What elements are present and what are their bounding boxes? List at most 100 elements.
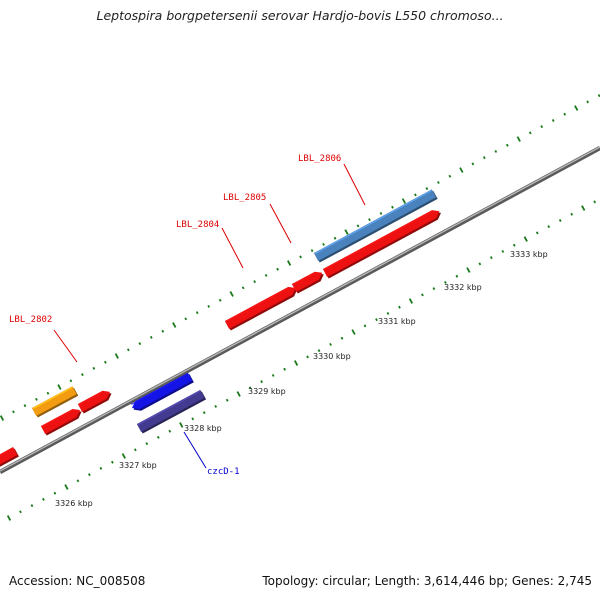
lower-ring-minor-tick <box>375 318 378 322</box>
upper-ring-minor-tick <box>184 317 188 321</box>
gene-label-LBL_2806[interactable]: LBL_2806 <box>298 154 341 164</box>
upper-ring-minor-tick <box>241 286 245 290</box>
footer-accession: Accession: NC_008508 <box>9 574 146 588</box>
lower-ring-major-tick <box>581 205 586 211</box>
upper-ring-minor-tick <box>425 187 429 191</box>
gene-label-LBL_2805[interactable]: LBL_2805 <box>223 193 266 203</box>
lower-ring-minor-tick <box>225 398 229 402</box>
upper-ring-major-tick <box>459 167 464 173</box>
lower-ring-minor-tick <box>547 225 551 229</box>
upper-ring-major-tick <box>172 322 177 328</box>
upper-ring-minor-tick <box>563 112 567 116</box>
lower-ring-major-tick <box>523 236 528 242</box>
upper-ring-minor-tick <box>310 249 314 253</box>
lower-ring-minor-tick <box>306 355 309 359</box>
gene-left-edge[interactable] <box>0 447 19 473</box>
lower-ring-major-tick <box>121 453 126 459</box>
upper-ring-minor-tick <box>551 118 555 122</box>
upper-ring-minor-tick <box>299 255 302 259</box>
upper-ring-minor-tick <box>471 162 475 166</box>
upper-ring-minor-tick <box>126 348 130 352</box>
lower-ring-minor-tick <box>386 311 390 315</box>
upper-ring-major-tick <box>0 415 5 421</box>
upper-ring-minor-tick <box>368 218 371 222</box>
upper-ring-minor-tick <box>391 205 394 209</box>
lower-ring-minor-tick <box>214 404 218 408</box>
lower-ring-minor-tick <box>133 448 137 452</box>
gene-label-czcD-1[interactable]: czcD-1 <box>207 467 240 477</box>
label-leaders <box>53 163 366 469</box>
gene-LBL_2806-red[interactable] <box>322 210 441 279</box>
gene-red-lower-1[interactable] <box>40 408 82 436</box>
lower-ring-minor-tick <box>329 342 332 346</box>
lower-ring-major-tick <box>236 391 241 397</box>
lower-ring-minor-tick <box>512 243 516 247</box>
upper-ring-major-tick <box>287 260 292 266</box>
upper-tick-ring <box>0 94 600 421</box>
lower-ring-minor-tick <box>455 274 459 278</box>
lower-ring-minor-tick <box>156 435 160 439</box>
upper-ring-minor-tick <box>505 143 509 147</box>
upper-ring-minor-tick <box>92 366 96 370</box>
lower-ring-major-tick <box>408 298 414 304</box>
upper-ring-minor-tick <box>149 335 153 339</box>
upper-ring-minor-tick <box>161 329 165 333</box>
lower-ring-minor-tick <box>363 324 367 328</box>
lower-ring-minor-tick <box>489 256 493 260</box>
lower-ring-minor-tick <box>191 417 195 421</box>
backbone <box>0 146 600 474</box>
upper-ring-minor-tick <box>528 131 532 135</box>
lower-tick-ring <box>6 200 597 521</box>
lower-ring-minor-tick <box>88 473 91 477</box>
gene-layer <box>0 189 441 473</box>
upper-ring-minor-tick <box>379 211 383 215</box>
upper-ring-minor-tick <box>494 149 498 153</box>
upper-ring-minor-tick <box>46 391 50 395</box>
lower-ring-minor-tick <box>317 349 321 353</box>
upper-ring-major-tick <box>516 136 521 142</box>
lower-ring-minor-tick <box>42 497 45 501</box>
upper-ring-minor-tick <box>437 180 440 184</box>
lower-ring-minor-tick <box>593 200 597 204</box>
map-title: Leptospira borgpetersenii serovar Hardjo… <box>96 8 504 23</box>
upper-ring-minor-tick <box>218 298 222 302</box>
upper-ring-minor-tick <box>482 156 486 160</box>
upper-ring-minor-tick <box>586 100 590 104</box>
gene-red-upper-1[interactable] <box>77 390 112 414</box>
gene-orange[interactable] <box>31 386 79 418</box>
kbp-label-3328: 3328 kbp <box>184 424 222 433</box>
gene-label-LBL_2804[interactable]: LBL_2804 <box>176 220 219 230</box>
lower-ring-major-tick <box>294 360 299 366</box>
lower-ring-minor-tick <box>283 367 286 371</box>
gene-blue[interactable] <box>130 372 194 411</box>
gene-LBL_2806[interactable] <box>313 189 438 263</box>
lower-ring-minor-tick <box>444 280 447 284</box>
lower-ring-minor-tick <box>260 380 264 384</box>
lower-ring-major-tick <box>466 267 471 273</box>
upper-ring-minor-tick <box>333 236 337 240</box>
gene-czcD-1[interactable] <box>136 389 207 434</box>
lower-ring-major-tick <box>179 422 184 428</box>
kbp-label-3326: 3326 kbp <box>55 499 93 508</box>
kbp-label-3329: 3329 kbp <box>248 387 286 396</box>
lower-ring-minor-tick <box>478 262 482 266</box>
lower-ring-minor-tick <box>19 510 22 514</box>
upper-ring-minor-tick <box>448 174 452 178</box>
lower-ring-minor-tick <box>168 429 172 433</box>
kbp-label-3333: 3333 kbp <box>510 250 548 259</box>
upper-ring-minor-tick <box>23 404 27 408</box>
lower-ring-minor-tick <box>202 411 206 415</box>
upper-ring-major-tick <box>114 353 119 359</box>
lower-ring-major-tick <box>351 329 356 335</box>
lower-ring-minor-tick <box>432 287 436 291</box>
upper-ring-minor-tick <box>195 311 199 315</box>
lower-ring-minor-tick <box>99 466 103 470</box>
gene-LBL_2804[interactable] <box>224 286 298 331</box>
gene-LBL_2805[interactable] <box>291 271 324 294</box>
lower-ring-minor-tick <box>570 212 574 216</box>
gene-label-LBL_2802[interactable]: LBL_2802 <box>9 315 52 325</box>
kbp-label-3330: 3330 kbp <box>313 352 351 361</box>
upper-ring-minor-tick <box>356 224 360 228</box>
lower-ring-minor-tick <box>271 373 275 377</box>
